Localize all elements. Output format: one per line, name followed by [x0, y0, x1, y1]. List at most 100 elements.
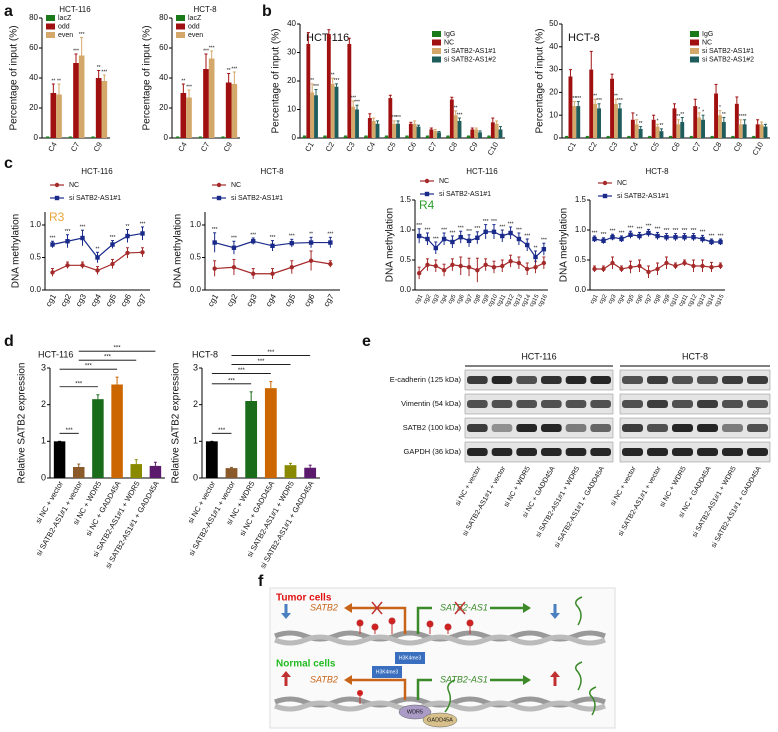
blot-membrane — [464, 441, 614, 463]
bar — [651, 119, 656, 138]
y-tick-label: 40 — [287, 19, 296, 28]
y-tick-label: 2 — [193, 399, 198, 409]
x-tick-label: cg3 — [608, 293, 618, 305]
point — [664, 260, 669, 266]
bar — [343, 136, 348, 138]
y-tick-label: 1.0 — [575, 225, 587, 234]
x-tick-label: cg8 — [472, 293, 482, 305]
chart-title: HCT-8 — [192, 349, 218, 359]
significance-label: *** — [458, 226, 464, 232]
point — [328, 261, 333, 267]
blot-band — [565, 448, 587, 456]
bracket-label: *** — [75, 381, 83, 387]
blot-band — [467, 376, 488, 384]
x-tick-label: C9 — [92, 140, 105, 153]
legend-label: si SATB2-AS1#1 — [69, 195, 121, 202]
bar — [245, 401, 258, 478]
point — [441, 268, 447, 273]
x-tick-label: cg9 — [662, 293, 672, 305]
y-tick-label: 1 — [193, 436, 198, 446]
significance-label: *** — [441, 227, 447, 233]
blot-lane-label: si SATB2-AS1#1 + WDR5 — [691, 465, 737, 538]
x-tick-label: cg6 — [119, 292, 134, 308]
bracket-label: *** — [228, 378, 236, 384]
bar — [710, 136, 715, 138]
blot-band — [697, 400, 718, 408]
blot-band — [672, 448, 693, 456]
region-label: R4 — [419, 198, 435, 212]
point — [425, 262, 430, 267]
blot-band — [491, 424, 513, 432]
blot-membrane — [619, 441, 771, 463]
significance-label: *** — [270, 235, 276, 241]
point — [466, 265, 472, 270]
significance-label: *** — [395, 115, 401, 121]
point — [65, 263, 70, 268]
bar — [714, 93, 718, 138]
legend-swatch — [432, 39, 441, 46]
legend-label: odd — [58, 23, 70, 30]
methylation-mark — [357, 690, 363, 696]
y-axis-label: Percentage of input (%) — [142, 25, 153, 130]
point — [110, 261, 115, 267]
down-arrow — [550, 613, 560, 619]
y-tick-label: 20 — [287, 76, 296, 85]
legend-label: even — [188, 32, 203, 39]
blot-band — [647, 448, 668, 456]
bar — [95, 78, 102, 138]
point — [289, 241, 294, 246]
blot-band — [491, 400, 513, 408]
blot-band — [747, 400, 768, 408]
bar — [231, 84, 238, 138]
blot-band — [516, 424, 537, 432]
blot-band — [697, 376, 718, 384]
point — [466, 238, 472, 243]
significance-label: ** — [310, 78, 314, 84]
significance-label: ** — [639, 121, 643, 127]
significance-label: *** — [619, 230, 625, 236]
point — [664, 235, 669, 240]
bar — [388, 98, 393, 138]
bar — [751, 136, 756, 138]
gene-label: SATB2-AS1 — [440, 674, 488, 684]
bracket-label: *** — [66, 428, 74, 434]
y-tick-label: 40 — [159, 73, 168, 82]
panel-label: f — [258, 573, 264, 590]
chart-title: HCT-8 — [193, 5, 217, 14]
significance-label: *** — [80, 225, 86, 231]
bar — [759, 124, 764, 138]
legend-label: si SATB2-AS1#1 — [231, 195, 283, 202]
chart-title: HCT-116 — [38, 349, 73, 359]
legend-label: si SATB2-AS1#1 — [444, 48, 496, 55]
x-tick-label: cg5 — [283, 292, 298, 308]
x-tick-label: C9 — [732, 140, 745, 153]
point — [500, 233, 505, 239]
blot-lane-label: si NC + WDR5 — [503, 465, 532, 508]
significance-label: ** — [57, 78, 61, 84]
y-tick-label: 60 — [159, 43, 168, 52]
y-tick-label: 0.0 — [400, 285, 412, 294]
legend-label: lacZ — [188, 15, 202, 22]
x-tick-label: C10 — [486, 140, 501, 156]
blot-band — [541, 376, 562, 384]
bar — [634, 124, 639, 138]
bar — [721, 122, 726, 138]
bar — [474, 129, 479, 138]
point — [450, 262, 455, 267]
legend-label: IgG — [444, 31, 455, 38]
blot-band — [647, 424, 668, 432]
significance-label: ** — [614, 94, 618, 100]
bar — [180, 93, 187, 138]
point — [475, 268, 480, 273]
point — [308, 258, 314, 263]
y-tick-label: 80 — [29, 13, 38, 22]
y-tick-label: 0.0 — [575, 285, 587, 294]
bar — [655, 126, 660, 138]
bar — [67, 137, 74, 138]
significance-label: ** — [97, 65, 101, 71]
bar — [585, 136, 590, 138]
y-tick-label: 10 — [287, 105, 296, 114]
point — [619, 236, 624, 242]
bar — [638, 128, 643, 138]
significance-label: *** — [231, 236, 237, 242]
